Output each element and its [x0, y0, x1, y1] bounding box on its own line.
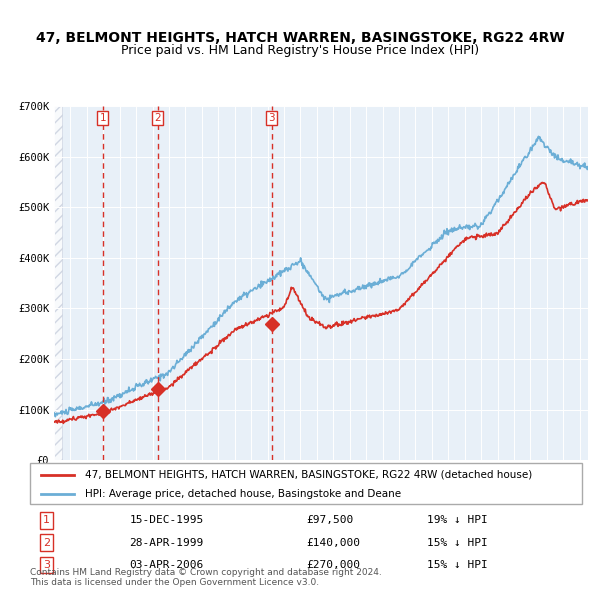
Text: Price paid vs. HM Land Registry's House Price Index (HPI): Price paid vs. HM Land Registry's House … [121, 44, 479, 57]
Text: 03-APR-2006: 03-APR-2006 [130, 560, 203, 570]
Text: 2: 2 [43, 537, 50, 548]
Text: £97,500: £97,500 [306, 516, 353, 525]
Text: 15% ↓ HPI: 15% ↓ HPI [427, 537, 488, 548]
Text: £270,000: £270,000 [306, 560, 360, 570]
FancyBboxPatch shape [30, 463, 582, 504]
Text: 28-APR-1999: 28-APR-1999 [130, 537, 203, 548]
Text: 1: 1 [100, 113, 106, 123]
Text: 1: 1 [43, 516, 50, 525]
Text: 15% ↓ HPI: 15% ↓ HPI [427, 560, 488, 570]
Text: 3: 3 [43, 560, 50, 570]
Text: HPI: Average price, detached house, Basingstoke and Deane: HPI: Average price, detached house, Basi… [85, 489, 401, 499]
Text: 19% ↓ HPI: 19% ↓ HPI [427, 516, 488, 525]
Text: 15-DEC-1995: 15-DEC-1995 [130, 516, 203, 525]
Text: Contains HM Land Registry data © Crown copyright and database right 2024.
This d: Contains HM Land Registry data © Crown c… [30, 568, 382, 587]
Text: £140,000: £140,000 [306, 537, 360, 548]
Text: 47, BELMONT HEIGHTS, HATCH WARREN, BASINGSTOKE, RG22 4RW: 47, BELMONT HEIGHTS, HATCH WARREN, BASIN… [35, 31, 565, 45]
Text: 3: 3 [268, 113, 275, 123]
Text: 2: 2 [155, 113, 161, 123]
Text: 47, BELMONT HEIGHTS, HATCH WARREN, BASINGSTOKE, RG22 4RW (detached house): 47, BELMONT HEIGHTS, HATCH WARREN, BASIN… [85, 470, 532, 480]
